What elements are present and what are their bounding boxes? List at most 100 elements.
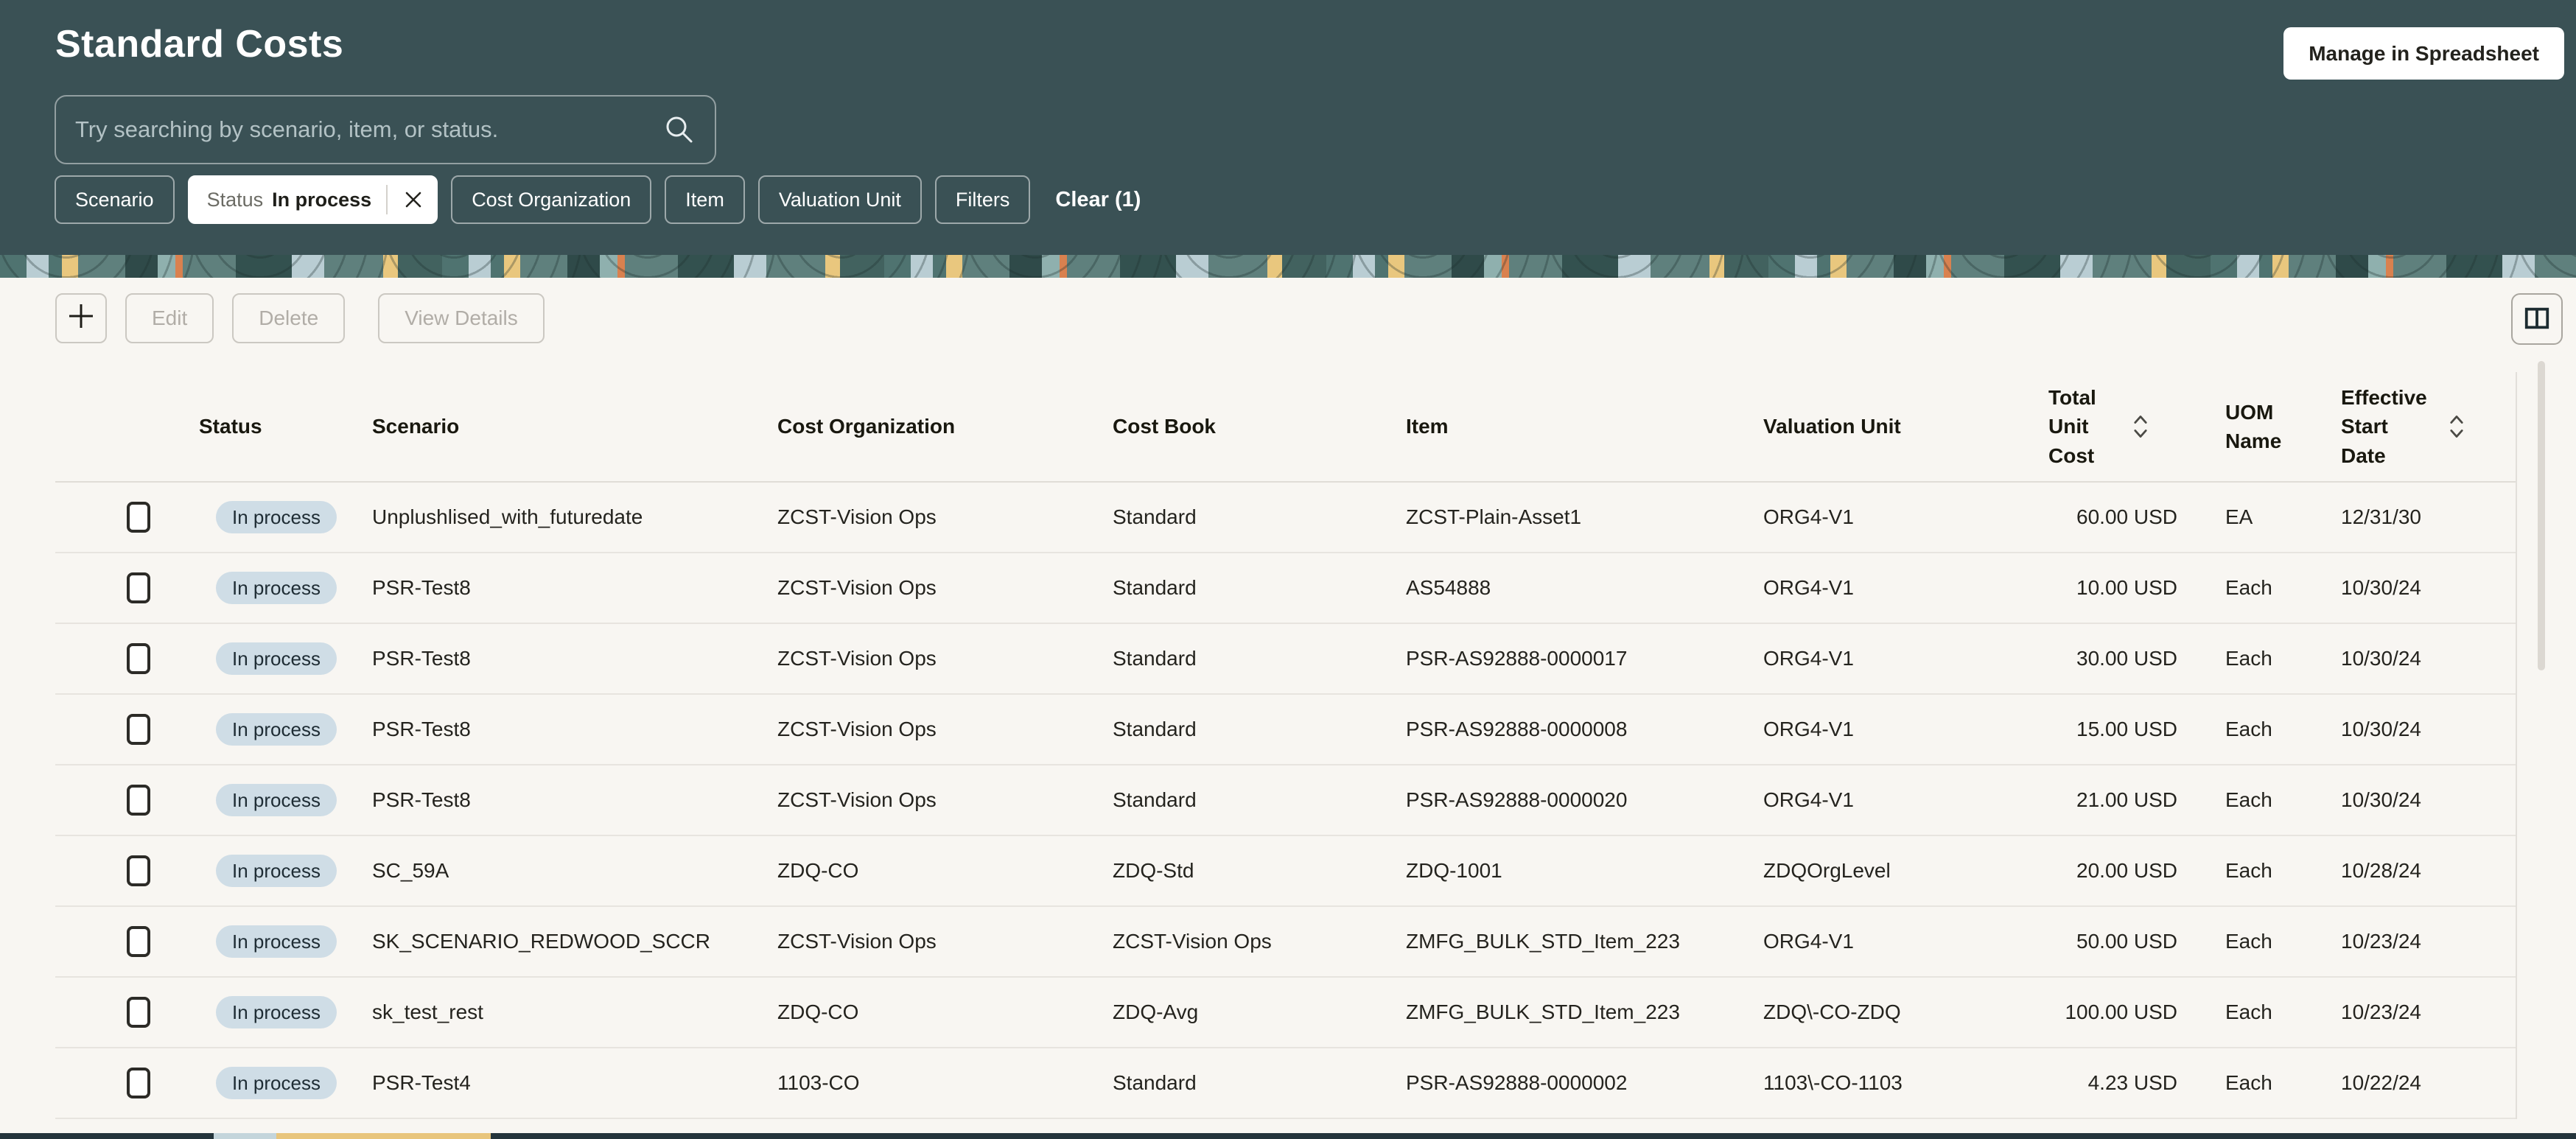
- cell-cost-book: Standard: [1113, 647, 1197, 670]
- filter-chip-valuation-unit[interactable]: Valuation Unit: [757, 175, 922, 224]
- row-checkbox[interactable]: [127, 926, 150, 957]
- cell-cost-organization: ZDQ-CO: [777, 859, 859, 882]
- row-checkbox[interactable]: [127, 502, 150, 533]
- cell-cost-organization: ZCST-Vision Ops: [777, 930, 937, 953]
- cell-uom-name: Each: [2225, 1000, 2272, 1023]
- main-content: Edit Delete View Details Status Scenario…: [0, 278, 2576, 1139]
- search-box[interactable]: [55, 95, 716, 164]
- chip-value: In process: [272, 188, 372, 211]
- filter-chip-status[interactable]: Status In process: [187, 175, 438, 224]
- cell-cost-book: Standard: [1113, 505, 1197, 528]
- chip-label: Filters: [955, 188, 1010, 211]
- chip-label: Status: [206, 188, 264, 211]
- column-header-effective-start-date[interactable]: Effective Start Date: [2332, 383, 2517, 470]
- add-button[interactable]: [55, 293, 107, 343]
- cell-valuation-unit: ORG4-V1: [1763, 930, 1854, 953]
- cell-item: PSR-AS92888-0000020: [1406, 788, 1628, 811]
- cell-valuation-unit: ORG4-V1: [1763, 505, 1854, 528]
- cell-cost-book: Standard: [1113, 576, 1197, 599]
- cell-cost-book: ZDQ-Std: [1113, 859, 1194, 882]
- column-header-status[interactable]: Status: [199, 415, 262, 438]
- table-row[interactable]: In process PSR-Test8 ZCST-Vision Ops Sta…: [55, 553, 2516, 624]
- cell-uom-name: Each: [2225, 1071, 2272, 1094]
- view-details-button[interactable]: View Details: [378, 293, 545, 343]
- cell-total-unit-cost: 60.00 USD: [2076, 505, 2177, 528]
- split-panel-icon: [2523, 304, 2551, 334]
- table-row[interactable]: In process SK_SCENARIO_REDWOOD_SCCR ZCST…: [55, 907, 2516, 978]
- status-badge: In process: [216, 784, 337, 816]
- search-icon[interactable]: [663, 113, 696, 146]
- cell-effective-start-date: 10/23/24: [2341, 1000, 2421, 1023]
- cell-total-unit-cost: 30.00 USD: [2076, 647, 2177, 670]
- row-checkbox[interactable]: [127, 714, 150, 745]
- cell-valuation-unit: ZDQ\-CO-ZDQ: [1763, 1000, 1901, 1023]
- page-header: Standard Costs Manage in Spreadsheet Sce…: [0, 0, 2576, 255]
- column-header-item[interactable]: Item: [1406, 415, 1449, 438]
- status-badge: In process: [216, 1067, 337, 1099]
- table-row[interactable]: In process sk_test_rest ZDQ-CO ZDQ-Avg Z…: [55, 978, 2516, 1048]
- cell-item: ZMFG_BULK_STD_Item_223: [1406, 930, 1680, 953]
- cell-item: PSR-AS92888-0000017: [1406, 647, 1628, 670]
- cell-item: PSR-AS92888-0000008: [1406, 718, 1628, 740]
- cell-total-unit-cost: 100.00 USD: [2065, 1000, 2177, 1023]
- filter-chip-item[interactable]: Item: [665, 175, 745, 224]
- column-header-cost-book[interactable]: Cost Book: [1113, 415, 1216, 438]
- decorative-pattern-band: [0, 255, 2576, 278]
- cell-uom-name: Each: [2225, 718, 2272, 740]
- delete-button[interactable]: Delete: [232, 293, 346, 343]
- cell-cost-book: ZDQ-Avg: [1113, 1000, 1199, 1023]
- sort-icon[interactable]: [2132, 413, 2149, 441]
- row-checkbox[interactable]: [127, 1068, 150, 1098]
- cell-total-unit-cost: 4.23 USD: [2087, 1071, 2177, 1094]
- cell-cost-book: ZCST-Vision Ops: [1113, 930, 1272, 953]
- table-row[interactable]: In process PSR-Test8 ZCST-Vision Ops Sta…: [55, 624, 2516, 695]
- filter-chip-cost-organization[interactable]: Cost Organization: [451, 175, 652, 224]
- table-row[interactable]: In process Unplushlised_with_futuredate …: [55, 483, 2516, 553]
- table-row[interactable]: In process PSR-Test8 ZCST-Vision Ops Sta…: [55, 765, 2516, 836]
- row-checkbox[interactable]: [127, 855, 150, 886]
- table-row[interactable]: In process SC_59A ZDQ-CO ZDQ-Std ZDQ-100…: [55, 836, 2516, 907]
- cell-scenario: SK_SCENARIO_REDWOOD_SCCR: [372, 930, 710, 953]
- row-checkbox[interactable]: [127, 785, 150, 816]
- sort-icon[interactable]: [2449, 413, 2465, 441]
- close-icon[interactable]: [402, 189, 424, 211]
- cell-effective-start-date: 10/22/24: [2341, 1071, 2421, 1094]
- cell-effective-start-date: 10/30/24: [2341, 576, 2421, 599]
- cell-scenario: PSR-Test8: [372, 576, 471, 599]
- cell-cost-organization: ZCST-Vision Ops: [777, 647, 937, 670]
- status-badge: In process: [216, 572, 337, 604]
- table-row[interactable]: In process PSR-Test4 1103-CO Standard PS…: [55, 1048, 2516, 1119]
- cell-scenario: SC_59A: [372, 859, 449, 882]
- cell-effective-start-date: 10/30/24: [2341, 788, 2421, 811]
- cell-effective-start-date: 10/30/24: [2341, 647, 2421, 670]
- column-header-total-unit-cost[interactable]: Total Unit Cost: [1993, 383, 2214, 470]
- column-label: Effective Start Date: [2341, 386, 2427, 467]
- column-header-cost-organization[interactable]: Cost Organization: [777, 415, 956, 438]
- cell-total-unit-cost: 50.00 USD: [2076, 930, 2177, 953]
- cell-valuation-unit: ORG4-V1: [1763, 647, 1854, 670]
- filters-chip[interactable]: Filters: [934, 175, 1031, 224]
- standard-costs-table: Status Scenario Cost Organization Cost B…: [55, 372, 2517, 1119]
- status-badge: In process: [216, 713, 337, 746]
- row-checkbox[interactable]: [127, 997, 150, 1028]
- cell-total-unit-cost: 15.00 USD: [2076, 718, 2177, 740]
- cell-effective-start-date: 10/23/24: [2341, 930, 2421, 953]
- edit-button[interactable]: Edit: [125, 293, 214, 343]
- split-panel-toggle-button[interactable]: [2511, 293, 2563, 345]
- column-header-scenario[interactable]: Scenario: [372, 415, 460, 438]
- column-header-valuation-unit[interactable]: Valuation Unit: [1763, 415, 1901, 438]
- status-badge: In process: [216, 996, 337, 1028]
- column-header-uom-name[interactable]: UOM Name: [2214, 398, 2332, 455]
- cell-cost-organization: ZCST-Vision Ops: [777, 718, 937, 740]
- cell-cost-organization: ZCST-Vision Ops: [777, 576, 937, 599]
- vertical-scrollbar[interactable]: [2538, 361, 2545, 670]
- filter-chip-scenario[interactable]: Scenario: [55, 175, 175, 224]
- search-input[interactable]: [75, 116, 653, 143]
- cell-total-unit-cost: 21.00 USD: [2076, 788, 2177, 811]
- clear-filters-button[interactable]: Clear (1): [1055, 187, 1141, 211]
- row-checkbox[interactable]: [127, 643, 150, 674]
- cell-effective-start-date: 10/28/24: [2341, 859, 2421, 882]
- table-row[interactable]: In process PSR-Test8 ZCST-Vision Ops Sta…: [55, 695, 2516, 765]
- manage-in-spreadsheet-button[interactable]: Manage in Spreadsheet: [2283, 27, 2564, 80]
- row-checkbox[interactable]: [127, 572, 150, 603]
